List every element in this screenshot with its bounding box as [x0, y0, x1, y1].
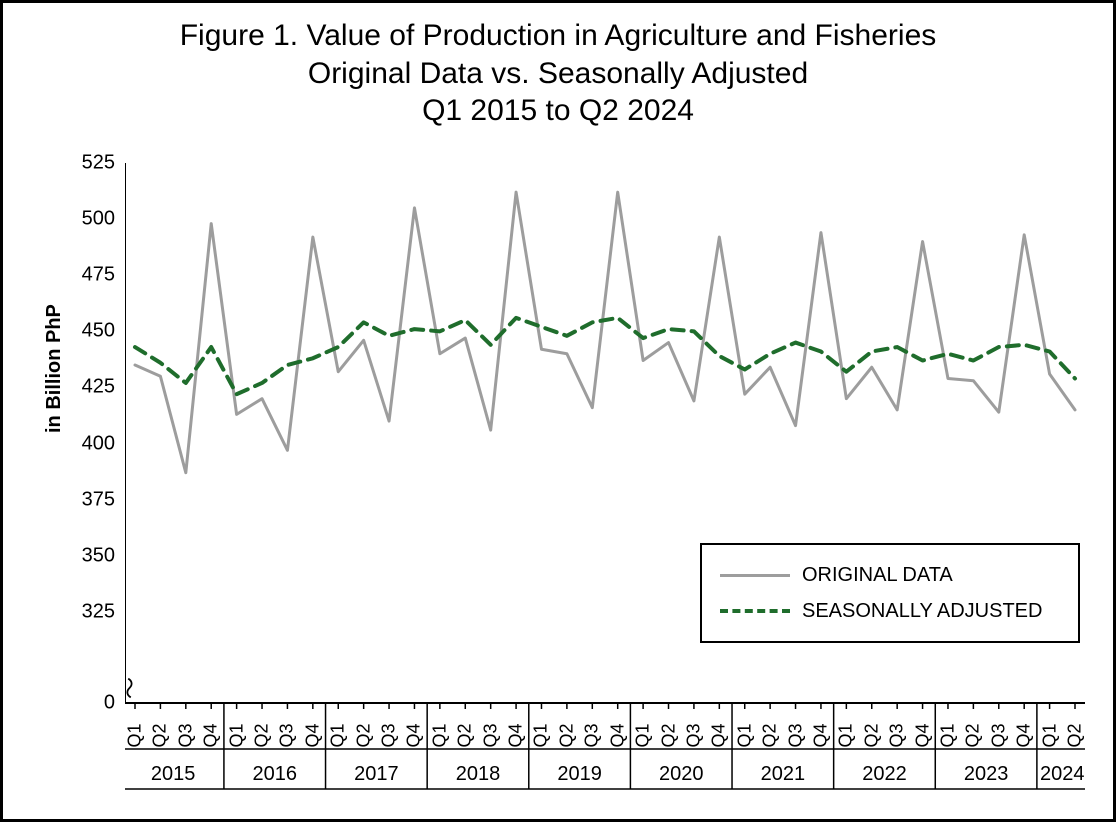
x-year-label: 2016 — [252, 763, 297, 786]
x-quarter-label: Q3 — [785, 723, 806, 747]
plot-svg — [125, 163, 1085, 793]
x-quarter-label: Q2 — [963, 723, 984, 747]
x-quarter-label: Q4 — [404, 723, 425, 747]
legend-item: ORIGINAL DATA — [720, 557, 1060, 593]
axis-break-mark: 〜 — [114, 676, 146, 698]
y-tick-label: 375 — [82, 488, 115, 511]
x-year-label: 2018 — [456, 763, 501, 786]
x-quarter-label: Q4 — [810, 723, 831, 747]
x-quarter-label: Q4 — [201, 723, 222, 747]
x-quarter-label: Q1 — [937, 723, 958, 747]
x-quarter-label: Q4 — [506, 723, 527, 747]
y-tick-label: 400 — [82, 432, 115, 455]
plot-area: 0325350375400425450475500525 〜 ORIGINAL … — [125, 163, 1085, 703]
title-line-3: Q1 2015 to Q2 2024 — [3, 92, 1113, 130]
chart-title: Figure 1. Value of Production in Agricul… — [3, 17, 1113, 130]
x-quarter-label: Q3 — [988, 723, 1009, 747]
x-quarter-label: Q4 — [709, 723, 730, 747]
y-tick-label: 425 — [82, 376, 115, 399]
x-quarter-label: Q3 — [887, 723, 908, 747]
x-quarter-label: Q1 — [226, 723, 247, 747]
x-quarter-label: Q3 — [175, 723, 196, 747]
x-quarter-label: Q1 — [125, 723, 146, 747]
x-quarter-label: Q1 — [1039, 723, 1060, 747]
series-original-data — [135, 192, 1075, 473]
x-year-label: 2023 — [964, 763, 1009, 786]
x-quarter-label: Q1 — [836, 723, 857, 747]
x-year-label: 2021 — [761, 763, 806, 786]
x-quarter-label: Q2 — [150, 723, 171, 747]
x-quarter-label: Q3 — [277, 723, 298, 747]
legend-swatch — [720, 574, 790, 577]
x-year-label: 2020 — [659, 763, 704, 786]
x-quarter-label: Q3 — [683, 723, 704, 747]
x-quarter-label: Q3 — [582, 723, 603, 747]
x-quarter-label: Q1 — [734, 723, 755, 747]
legend: ORIGINAL DATA SEASONALLY ADJUSTED — [700, 543, 1080, 643]
legend-swatch — [720, 609, 790, 613]
title-line-1: Figure 1. Value of Production in Agricul… — [3, 17, 1113, 55]
y-tick-label: 325 — [82, 600, 115, 623]
x-quarter-label: Q4 — [912, 723, 933, 747]
x-quarter-label: Q2 — [455, 723, 476, 747]
x-quarter-label: Q4 — [607, 723, 628, 747]
x-year-label: 2019 — [557, 763, 602, 786]
x-quarter-label: Q1 — [328, 723, 349, 747]
x-quarter-label: Q1 — [429, 723, 450, 747]
x-quarter-label: Q2 — [760, 723, 781, 747]
legend-label: SEASONALLY ADJUSTED — [802, 600, 1042, 623]
x-quarter-label: Q3 — [379, 723, 400, 747]
legend-item: SEASONALLY ADJUSTED — [720, 593, 1060, 629]
y-tick-label: 525 — [82, 152, 115, 175]
x-quarter-label: Q2 — [861, 723, 882, 747]
x-quarter-label: Q2 — [658, 723, 679, 747]
legend-label: ORIGINAL DATA — [802, 564, 953, 587]
chart-container: Figure 1. Value of Production in Agricul… — [0, 0, 1116, 822]
x-quarter-label: Q1 — [531, 723, 552, 747]
x-quarter-label: Q2 — [556, 723, 577, 747]
x-year-label: 2015 — [151, 763, 196, 786]
x-quarter-label: Q4 — [1014, 723, 1035, 747]
x-quarter-label: Q3 — [480, 723, 501, 747]
x-quarter-label: Q2 — [252, 723, 273, 747]
y-tick-label: 350 — [82, 544, 115, 567]
x-quarter-label: Q2 — [353, 723, 374, 747]
y-tick-label: 475 — [82, 264, 115, 287]
x-year-label: 2022 — [862, 763, 907, 786]
y-tick-label: 450 — [82, 320, 115, 343]
x-year-label: 2017 — [354, 763, 399, 786]
title-line-2: Original Data vs. Seasonally Adjusted — [3, 55, 1113, 93]
y-axis-label: in Billion PhP — [43, 304, 66, 433]
y-tick-label: 500 — [82, 208, 115, 231]
series-seasonally-adjusted — [135, 318, 1075, 394]
x-year-label: 2024 — [1040, 763, 1085, 786]
x-quarter-label: Q2 — [1065, 723, 1086, 747]
x-quarter-label: Q4 — [302, 723, 323, 747]
x-quarter-label: Q1 — [633, 723, 654, 747]
